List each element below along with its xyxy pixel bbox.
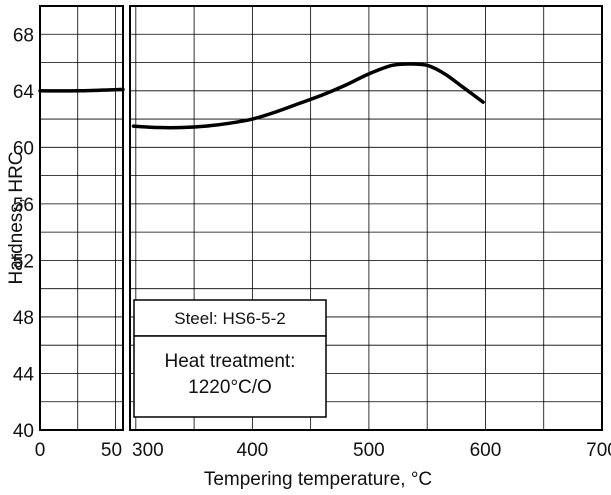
- x-tick-label: 600: [470, 440, 502, 461]
- plot-frame-1: [39, 5, 124, 431]
- y-tick-label: 44: [13, 364, 35, 385]
- y-tick-label: 40: [13, 421, 34, 442]
- x-tick-label: 0: [35, 440, 46, 461]
- x-tick-label: 700: [586, 440, 611, 461]
- hardness-curve-2: [131, 62, 485, 130]
- x-tick-labels: 0 50 300 400 500 600 700: [35, 440, 611, 461]
- hardness-curves: [38, 62, 485, 130]
- annotation-box-treatment: [133, 335, 327, 418]
- y-tick-label: 60: [13, 138, 34, 159]
- annotation-steel-text: Steel: HS6-5-2: [174, 309, 286, 328]
- plot-frame-2: [129, 5, 603, 431]
- x-tick-label: 500: [353, 440, 385, 461]
- y-tick-label: 68: [13, 25, 34, 46]
- x-tick-label: 300: [132, 440, 164, 461]
- y-tick-label: 56: [13, 195, 34, 216]
- x-tick-label: 400: [237, 440, 269, 461]
- annotation-box-steel: [133, 299, 327, 337]
- plot-frames: [39, 5, 603, 431]
- y-axis-title: Hardness, HRC: [6, 151, 27, 284]
- annotation-treatment-line2: 1220°C/O: [188, 377, 272, 398]
- y-tick-label: 64: [13, 82, 35, 103]
- y-tick-label: 48: [13, 308, 34, 329]
- annotation-box: Steel: HS6-5-2 Heat treatment: 1220°C/O: [133, 299, 327, 418]
- x-axis-title: Tempering temperature, °C: [204, 469, 432, 490]
- y-tick-labels: 40 44 48 52 56 60 64 68: [13, 25, 35, 442]
- x-tick-label: 50: [101, 440, 122, 461]
- y-tick-label: 52: [13, 251, 34, 272]
- hardness-curve-1: [38, 87, 125, 93]
- annotation-treatment-line1: Heat treatment:: [165, 351, 296, 372]
